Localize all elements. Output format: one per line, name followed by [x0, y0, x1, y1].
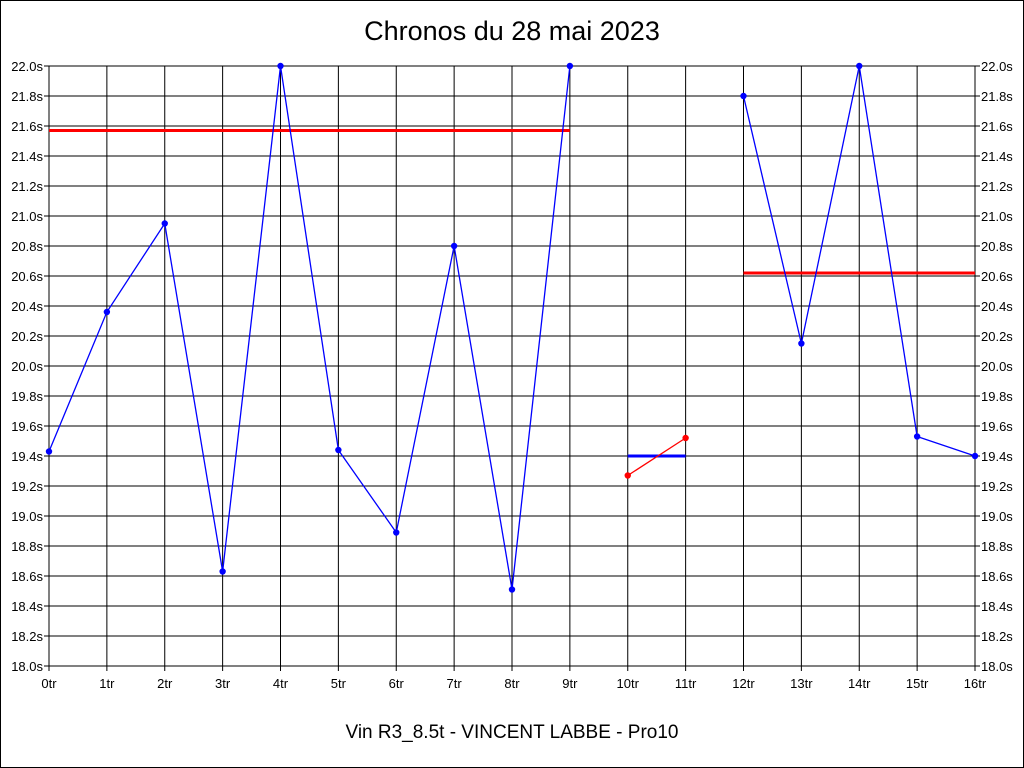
y-tick-label-right: 21.8s	[981, 89, 1013, 104]
x-tick-label: 13tr	[790, 676, 813, 691]
y-tick-label-left: 18.0s	[11, 659, 43, 674]
data-point	[450, 242, 458, 250]
data-point	[971, 452, 979, 460]
chart-subtitle: Vin R3_8.5t - VINCENT LABBE - Pro10	[345, 722, 679, 743]
y-tick-label-right: 18.0s	[981, 659, 1013, 674]
x-tick-label: 11tr	[675, 676, 697, 691]
x-tick-label: 1tr	[99, 676, 115, 691]
x-tick-label: 15tr	[906, 676, 929, 691]
y-tick-label-right: 19.6s	[981, 419, 1013, 434]
data-point	[161, 220, 168, 227]
y-tick-label-right: 18.6s	[981, 569, 1013, 584]
y-tick-label-left: 20.6s	[11, 269, 43, 284]
data-point	[335, 446, 342, 454]
y-tick-label-left: 18.6s	[11, 569, 43, 584]
y-tick-label-left: 20.4s	[11, 299, 43, 314]
y-tick-label-left: 20.0s	[11, 359, 43, 374]
y-tick-label-right: 19.0s	[981, 509, 1013, 524]
y-tick-label-right: 20.0s	[981, 359, 1013, 374]
series-line	[48, 65, 571, 590]
y-tick-label-left: 18.8s	[11, 539, 43, 554]
y-tick-label-right: 19.2s	[981, 479, 1013, 494]
y-tick-label-left: 19.0s	[11, 509, 43, 524]
y-tick-label-left: 18.2s	[11, 629, 43, 644]
x-tick-label: 12tr	[732, 676, 755, 691]
data-point	[393, 529, 400, 536]
data-point	[508, 586, 516, 593]
y-tick-label-right: 19.4s	[981, 449, 1013, 464]
y-tick-label-right: 21.4s	[981, 149, 1013, 164]
data-point	[103, 308, 111, 316]
y-tick-label-right: 21.2s	[981, 179, 1013, 194]
y-tick-label-left: 19.8s	[11, 389, 43, 404]
x-tick-label: 3tr	[215, 676, 231, 691]
y-tick-label-right: 22.0s	[981, 59, 1013, 74]
x-tick-label: 16tr	[964, 676, 987, 691]
y-tick-label-right: 21.0s	[981, 209, 1013, 224]
data-point	[277, 62, 284, 70]
y-tick-label-right: 20.2s	[981, 329, 1013, 344]
data-point	[856, 62, 863, 70]
y-tick-label-left: 19.2s	[11, 479, 43, 494]
x-tick-label: 8tr	[504, 676, 520, 691]
data-point	[566, 62, 574, 70]
x-tick-label: 14tr	[848, 676, 871, 691]
data-point	[798, 340, 805, 347]
data-point	[624, 472, 631, 479]
series-line	[627, 437, 686, 477]
x-tick-label: 4tr	[273, 676, 289, 691]
y-tick-label-right: 20.4s	[981, 299, 1013, 314]
y-tick-label-right: 20.8s	[981, 239, 1013, 254]
y-tick-label-right: 18.8s	[981, 539, 1013, 554]
y-tick-label-left: 21.4s	[11, 149, 43, 164]
y-tick-label-right: 18.2s	[981, 629, 1013, 644]
x-tick-label: 5tr	[331, 676, 347, 691]
data-point	[682, 434, 689, 442]
data-point	[219, 568, 226, 575]
y-tick-label-left: 19.4s	[11, 449, 43, 464]
y-tick-label-right: 20.6s	[981, 269, 1013, 284]
y-tick-label-left: 18.4s	[11, 599, 43, 614]
y-tick-label-left: 21.8s	[11, 89, 43, 104]
chart-title: Chronos du 28 mai 2023	[364, 16, 660, 46]
y-tick-label-left: 21.6s	[11, 119, 43, 134]
x-tick-label: 9tr	[562, 676, 578, 691]
y-tick-label-left: 22.0s	[11, 59, 43, 74]
y-tick-label-left: 21.2s	[11, 179, 43, 194]
x-tick-label: 7tr	[447, 676, 463, 691]
y-tick-label-left: 20.2s	[11, 329, 43, 344]
data-point	[45, 448, 53, 455]
y-tick-label-right: 21.6s	[981, 119, 1013, 134]
data-point	[913, 433, 921, 440]
x-tick-label: 0tr	[41, 676, 57, 691]
y-tick-label-left: 20.8s	[11, 239, 43, 254]
y-tick-label-right: 18.4s	[981, 599, 1013, 614]
x-tick-label: 2tr	[157, 676, 173, 691]
y-tick-label-left: 21.0s	[11, 209, 43, 224]
y-tick-label-left: 19.6s	[11, 419, 43, 434]
x-tick-label: 6tr	[389, 676, 405, 691]
data-point	[740, 92, 747, 100]
x-tick-label: 10tr	[617, 676, 640, 691]
y-tick-label-right: 19.8s	[981, 389, 1013, 404]
